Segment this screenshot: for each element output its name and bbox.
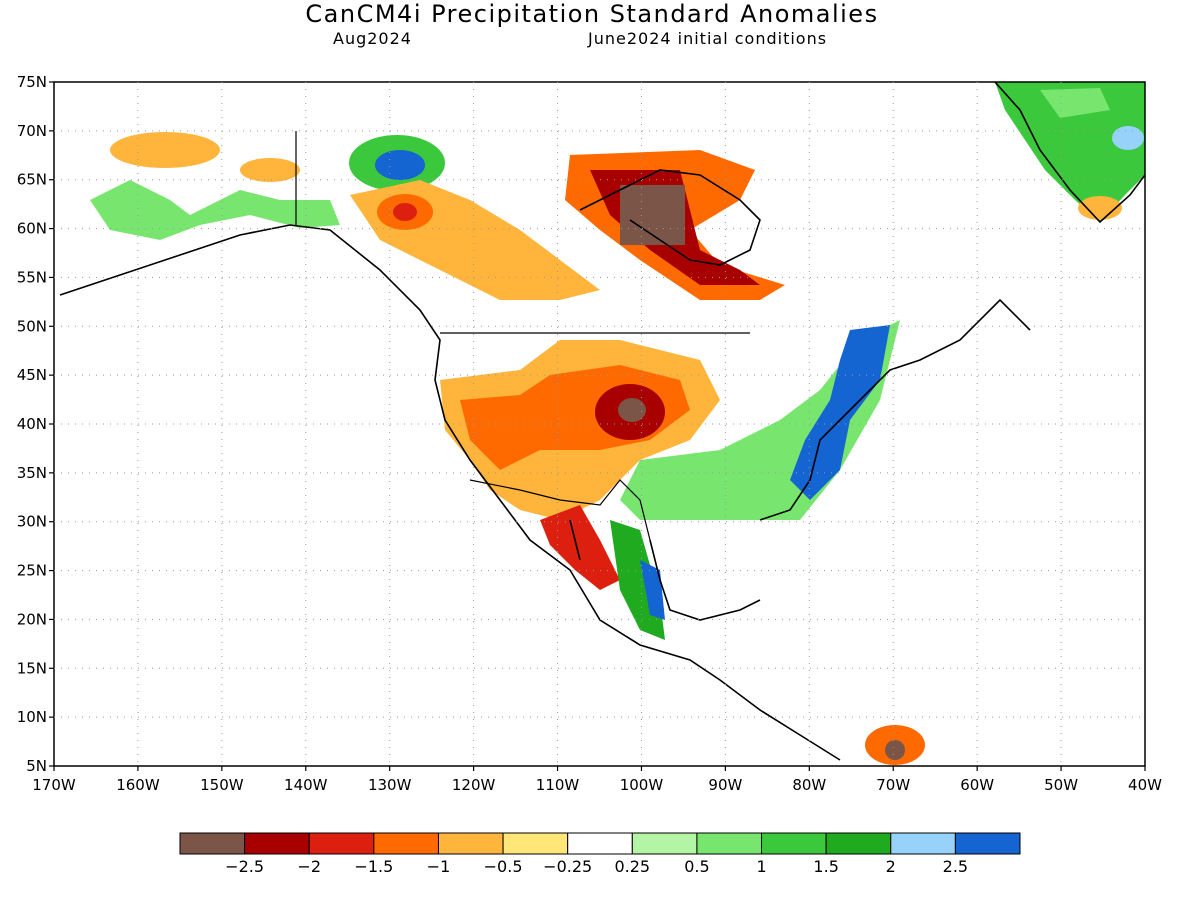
longitude-label: 160W <box>116 776 160 794</box>
anomaly-fields <box>90 82 1145 765</box>
colorbar-swatch <box>373 832 439 855</box>
longitude-label: 60W <box>960 776 994 794</box>
latitude-label: 45N <box>17 366 47 384</box>
latitude-label: 40N <box>17 415 47 433</box>
colorbar-swatch <box>179 832 246 855</box>
colorbar-label: 0.5 <box>684 857 709 876</box>
colorbar-label: 1.5 <box>813 857 838 876</box>
colorbar-label: −2.5 <box>225 857 264 876</box>
greenland-coastline <box>994 82 1145 224</box>
longitude-labels: 170W 160W 150W 140W 130W 120W 110W 100W 90W 80W 70… <box>32 766 1162 794</box>
latitude-labels: 75N 70N 65N 60N 55N 50N 45N 40N 35N 30N 25N 20N 15N 1… <box>17 73 54 775</box>
colorbar-swatch <box>631 832 698 855</box>
longitude-label: 170W <box>32 776 76 794</box>
colorbar-label: −2 <box>297 857 321 876</box>
longitude-label: 130W <box>368 776 412 794</box>
hudson-bay-coastline <box>579 169 761 266</box>
latitude-label: 75N <box>17 73 47 91</box>
greenland-wet-area <box>995 82 1145 222</box>
colorbar-swatch <box>954 832 1021 855</box>
target-month: Aug2024 <box>333 29 412 48</box>
colorbar-label: −0.25 <box>543 857 592 876</box>
colorbar-swatch <box>890 832 956 855</box>
longitude-label: 150W <box>200 776 244 794</box>
latitude-label: 25N <box>17 562 47 580</box>
map-title: CanCM4i Precipitation Standard Anomalies <box>305 0 879 28</box>
bc-strong-dry-area <box>393 203 417 221</box>
greenland-light-wet-area <box>1040 88 1110 118</box>
plains-extreme-dry-area <box>618 398 646 422</box>
colorbar-swatch <box>567 832 633 855</box>
latitude-label: 65N <box>17 171 47 189</box>
hudson-bay-extreme-dry-area <box>620 185 685 245</box>
colorbar-label: −1 <box>427 857 451 876</box>
latitude-label: 35N <box>17 464 47 482</box>
venezuela-extreme-dry-area <box>885 740 905 760</box>
colorbar-swatch <box>308 832 375 855</box>
political-borders <box>295 131 750 541</box>
latitude-label: 60N <box>17 220 47 238</box>
colorbar-label: 1 <box>756 857 766 876</box>
colorbar-label: 0.25 <box>614 857 650 876</box>
latitude-label: 10N <box>17 708 47 726</box>
longitude-label: 40W <box>1128 776 1162 794</box>
latitude-label: 20N <box>17 610 47 628</box>
latitude-label: 50N <box>17 317 47 335</box>
colorbar-label: 2.5 <box>943 857 968 876</box>
longitude-label: 80W <box>792 776 826 794</box>
colorbar-swatch <box>437 832 504 855</box>
alaska-dry-area <box>110 132 220 168</box>
latitude-label: 15N <box>17 659 47 677</box>
longitude-label: 100W <box>620 776 664 794</box>
north-america-coastline <box>59 224 1031 761</box>
colorbar-label: 2 <box>886 857 896 876</box>
colorbar-swatch <box>761 832 827 855</box>
longitude-label: 120W <box>452 776 496 794</box>
longitude-label: 90W <box>708 776 742 794</box>
east-coast-very-wet-area <box>790 325 890 500</box>
latitude-label: 30N <box>17 513 47 531</box>
colorbar-label: −1.5 <box>354 857 393 876</box>
alaska-north-dry-area <box>240 158 300 182</box>
longitude-label: 140W <box>284 776 328 794</box>
initial-conditions-label: June2024 initial conditions <box>588 29 828 48</box>
latitude-label: 5N <box>26 757 47 775</box>
longitude-label: 50W <box>1044 776 1078 794</box>
latitude-label: 70N <box>17 122 47 140</box>
greenland-dry-area <box>1078 196 1122 220</box>
latitude-label: 55N <box>17 268 47 286</box>
colorbar-swatch <box>244 832 310 855</box>
greenland-very-wet-area <box>1112 126 1144 150</box>
colorbar-label: −0.5 <box>484 857 523 876</box>
coastlines <box>59 82 1145 761</box>
colorbar-swatch <box>825 832 892 855</box>
longitude-label: 110W <box>536 776 580 794</box>
colorbar-swatch <box>696 832 763 855</box>
mexico-dry-area <box>540 505 620 590</box>
alaska-wet-area <box>90 180 340 240</box>
colorbar-swatch <box>502 832 569 855</box>
colorbar: −2.5 −2 −1.5 −1 −0.5 −0.25 0.25 0.5 1 1.5 2 2.5 <box>179 832 1021 876</box>
longitude-label: 70W <box>876 776 910 794</box>
yukon-very-wet-area <box>375 150 425 180</box>
us-mexico-border <box>469 479 651 541</box>
